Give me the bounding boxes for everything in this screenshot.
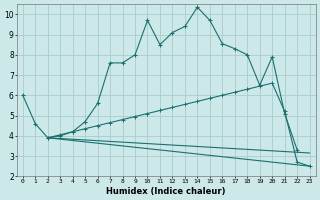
X-axis label: Humidex (Indice chaleur): Humidex (Indice chaleur) bbox=[107, 187, 226, 196]
